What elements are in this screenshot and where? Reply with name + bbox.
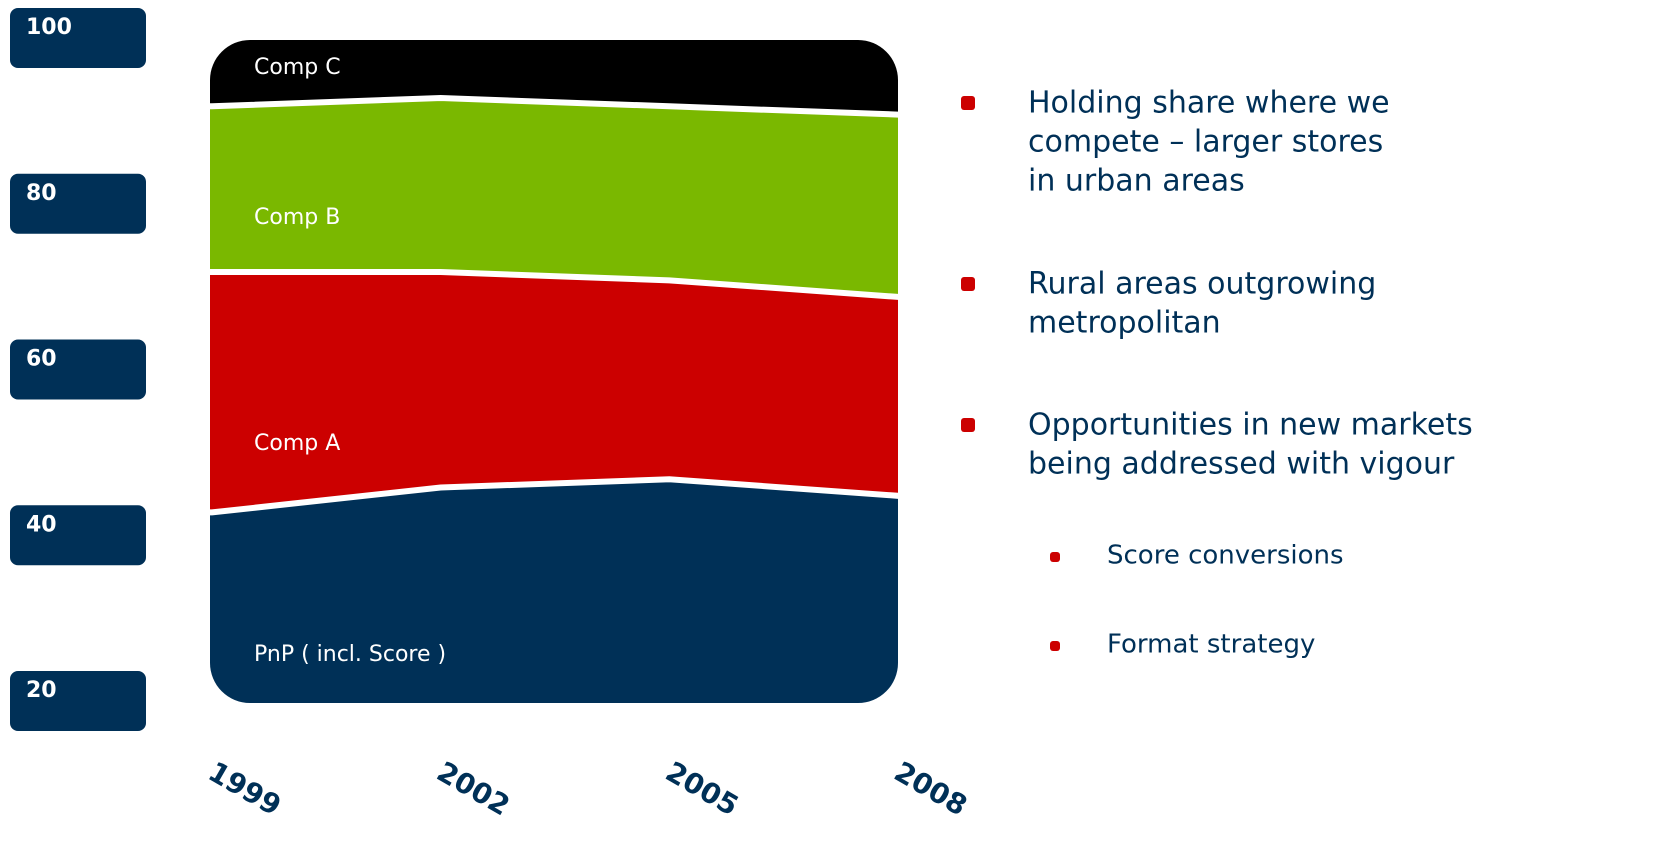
- x-tick-label: 1999: [203, 755, 287, 823]
- bullet-text: compete – larger stores: [1028, 125, 1383, 160]
- series-label: Comp A: [254, 431, 340, 456]
- bullet-marker: [1050, 552, 1060, 562]
- y-tick-label: 80: [26, 181, 57, 206]
- y-tick-box: [10, 505, 146, 566]
- area: [210, 272, 898, 513]
- bullet-text: Rural areas outgrowing: [1028, 267, 1376, 302]
- y-tick-box: [10, 339, 146, 400]
- bullet-text: Score conversions: [1107, 541, 1344, 571]
- y-tick-box: [10, 173, 146, 234]
- plot-area: [210, 40, 898, 703]
- bullet-text: Opportunities in new markets: [1028, 408, 1473, 443]
- x-tick-label: 2002: [431, 755, 515, 823]
- series-label: Comp C: [254, 55, 341, 80]
- area: [210, 98, 898, 297]
- x-tick-label: 2008: [889, 755, 973, 823]
- bullet-marker: [1050, 641, 1060, 651]
- y-tick-box: [10, 8, 146, 68]
- bullet-marker: [961, 277, 975, 291]
- separator: [210, 95, 898, 118]
- bullet-text: Holding share where we: [1028, 86, 1390, 121]
- area: [210, 479, 898, 703]
- bullet-text: metropolitan: [1028, 306, 1221, 341]
- series-label: PnP ( incl. Score ): [254, 642, 446, 667]
- bullet-text: Format strategy: [1107, 630, 1315, 660]
- y-tick-label: 20: [26, 678, 57, 703]
- bullet-text: being addressed with vigour: [1028, 447, 1455, 482]
- series-label: Comp B: [254, 205, 340, 230]
- y-tick-label: 60: [26, 347, 57, 372]
- bullet-marker: [961, 418, 975, 432]
- bullet-marker: [961, 96, 975, 110]
- bullet-text: in urban areas: [1028, 164, 1245, 199]
- x-tick-label: 2005: [660, 755, 744, 823]
- separator: [210, 476, 898, 516]
- y-tick-label: 40: [26, 512, 57, 537]
- y-tick-box: [10, 671, 146, 731]
- y-tick-label: 100: [26, 15, 72, 40]
- area: [210, 40, 898, 115]
- separator: [210, 269, 898, 300]
